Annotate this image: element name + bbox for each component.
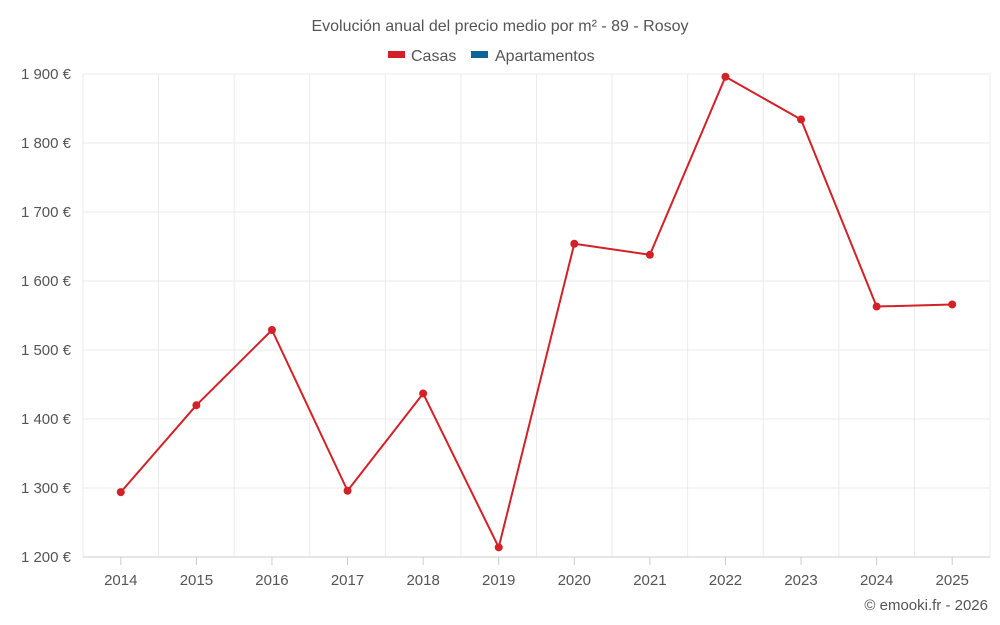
x-tick-label: 2020 (558, 572, 591, 589)
y-tick-label: 1 500 € (21, 342, 72, 359)
series-line-casas (120, 75, 953, 549)
data-point-2015[interactable] (192, 401, 201, 410)
x-tick-label: 2022 (709, 572, 742, 589)
data-point-2017[interactable] (343, 486, 352, 495)
x-tick-label: 2025 (936, 572, 969, 589)
legend-swatch-casas (388, 51, 405, 58)
x-tick-label: 2017 (331, 572, 364, 589)
credit-text: © emooki.fr - 2026 (864, 597, 988, 614)
data-point-2024[interactable] (872, 302, 881, 311)
data-point-2025[interactable] (948, 300, 957, 309)
data-point-2022[interactable] (721, 72, 730, 81)
y-tick-label: 1 200 € (21, 549, 72, 566)
data-point-2019[interactable] (494, 543, 503, 552)
x-tick-label: 2023 (784, 572, 817, 589)
y-tick-label: 1 300 € (21, 480, 72, 497)
data-point-2014[interactable] (116, 488, 125, 497)
legend: Casas Apartamentos (388, 48, 595, 65)
legend-swatch-apartamentos (471, 51, 488, 58)
y-tick-label: 1 900 € (21, 66, 72, 83)
gridlines (82, 73, 991, 558)
y-tick-label: 1 800 € (21, 135, 72, 152)
legend-item-casas[interactable]: Casas (388, 48, 456, 65)
x-tick-label: 2014 (104, 572, 137, 589)
legend-item-apartamentos[interactable]: Apartamentos (471, 48, 595, 65)
legend-label-apartamentos: Apartamentos (495, 48, 595, 65)
x-tick-label: 2024 (860, 572, 893, 589)
y-tick-label: 1 700 € (21, 204, 72, 221)
x-tick-label: 2018 (406, 572, 439, 589)
y-tick-label: 1 600 € (21, 273, 72, 290)
legend-label-casas: Casas (411, 48, 456, 65)
series-casas (116, 72, 957, 552)
data-point-2020[interactable] (570, 239, 579, 248)
chart-title: Evolución anual del precio medio por m² … (311, 18, 688, 35)
x-tick-label: 2019 (482, 572, 515, 589)
axes: 1 200 € 1 300 € 1 400 € 1 500 € 1 600 € 1 700… (21, 66, 990, 589)
x-tick-label: 2015 (180, 572, 213, 589)
x-tick-label: 2021 (633, 572, 666, 589)
data-point-2023[interactable] (797, 115, 806, 124)
data-point-2018[interactable] (419, 389, 428, 398)
data-point-2016[interactable] (267, 325, 276, 334)
y-tick-label: 1 400 € (21, 411, 72, 428)
x-tick-label: 2016 (255, 572, 288, 589)
data-point-2021[interactable] (645, 250, 654, 259)
